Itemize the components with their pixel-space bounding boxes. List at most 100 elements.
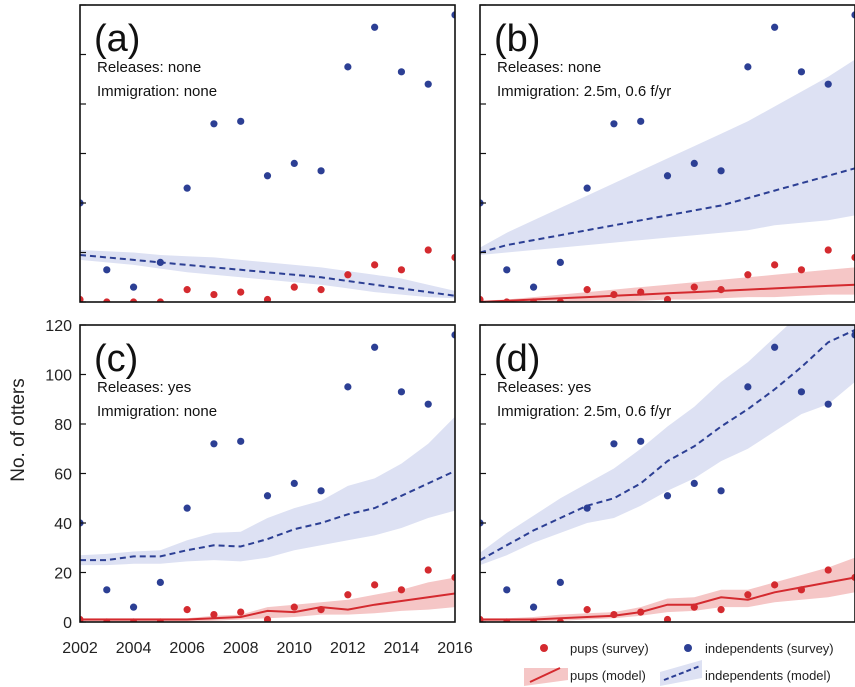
y-tick-label: 40 — [54, 516, 72, 533]
pups-survey-point — [690, 283, 698, 291]
pups-survey-point — [210, 610, 218, 619]
independents-survey-point — [317, 167, 325, 175]
y-tick-label: 100 — [45, 368, 72, 385]
independents-model-line — [80, 470, 455, 562]
pups-model-band — [80, 577, 455, 622]
legend-pups-survey-marker — [540, 644, 548, 652]
legend-independents-model-line — [663, 665, 701, 681]
independents-survey-point — [317, 487, 325, 495]
independents-survey-point — [129, 603, 138, 611]
independents-survey-point — [529, 283, 538, 291]
pups-model-line — [480, 576, 855, 621]
pups-model-band — [480, 557, 855, 622]
pups-survey-point — [344, 271, 352, 279]
independents-survey-point — [771, 23, 779, 31]
plot-area — [480, 325, 855, 622]
independents-survey-point — [824, 80, 832, 88]
pups-survey-point — [744, 271, 752, 279]
x-tick-label: 2006 — [169, 640, 205, 657]
pups-survey-point — [744, 591, 752, 599]
pups-survey-point — [397, 586, 406, 594]
y-tick-label: 120 — [45, 318, 72, 335]
pups-survey-point — [451, 253, 455, 262]
legend-pups-survey-label: pups (survey) — [570, 641, 649, 656]
independents-survey-point — [637, 437, 645, 445]
x-tick-label: 2012 — [330, 640, 366, 657]
plot-area — [80, 11, 455, 302]
pups-survey-point — [103, 298, 111, 302]
independents-survey-point — [637, 117, 645, 125]
legend-independents-survey-marker — [684, 644, 692, 652]
pups-model-line — [80, 592, 455, 621]
pups-survey-point — [663, 295, 672, 302]
pups-survey-point — [824, 566, 832, 574]
independents-model-band — [480, 59, 855, 255]
x-tick-label: 2004 — [116, 640, 152, 657]
independents-survey-point — [529, 603, 538, 611]
pups-survey-point — [797, 266, 806, 274]
pups-survey-point — [397, 266, 406, 274]
pups-survey-point — [851, 573, 855, 582]
independents-survey-point — [397, 388, 406, 396]
independents-survey-point — [129, 283, 138, 291]
independents-survey-point — [424, 400, 432, 408]
releases-text: Releases: none — [97, 59, 201, 76]
independents-survey-point — [771, 343, 779, 351]
pups-survey-point — [183, 286, 191, 294]
legend-independents-model-label: independents (model) — [705, 668, 831, 683]
panel-d: (d)Releases: yes Immigration: 2.5m, 0.6 f… — [479, 324, 855, 623]
independents-survey-point — [183, 504, 191, 512]
independents-survey-point — [103, 266, 111, 274]
pups-survey-point — [556, 298, 564, 302]
independents-survey-point — [663, 492, 672, 500]
panel-label: (d) — [494, 338, 540, 380]
independents-model-line — [80, 254, 455, 297]
independents-survey-point — [851, 11, 855, 19]
independents-survey-point — [237, 117, 245, 125]
independents-survey-point — [503, 586, 511, 594]
independents-survey-point — [263, 492, 272, 500]
independents-survey-point — [797, 68, 806, 76]
pups-survey-point — [156, 618, 164, 622]
pups-survey-point — [237, 288, 245, 296]
pups-survey-point — [771, 261, 779, 269]
independents-survey-point — [610, 440, 618, 448]
x-tick-label: 2002 — [62, 640, 98, 657]
legend-pups-model-label: pups (model) — [570, 668, 646, 683]
releases-text: Releases: none — [497, 59, 601, 76]
y-tick-label: 20 — [54, 566, 72, 583]
pups-survey-point — [583, 286, 591, 294]
pups-survey-point — [317, 286, 325, 294]
pups-survey-point — [263, 615, 272, 622]
x-tick-label: 2016 — [437, 640, 473, 657]
independents-survey-point — [451, 11, 455, 19]
pups-survey-point — [824, 246, 832, 254]
pups-survey-point — [529, 618, 538, 622]
pups-survey-point — [529, 298, 538, 302]
independents-survey-point — [556, 578, 564, 587]
x-tick-label: 2014 — [384, 640, 420, 657]
pups-survey-point — [290, 283, 298, 291]
pups-survey-point — [129, 298, 138, 302]
pups-survey-point — [480, 615, 484, 622]
independents-survey-point — [824, 400, 832, 408]
panel-a: (a)Releases: none Immigration: none — [79, 4, 456, 303]
independents-survey-point — [690, 479, 698, 487]
independents-survey-point — [371, 343, 379, 351]
immigration-text: Immigration: 2.5m, 0.6 f/yr — [497, 83, 671, 100]
independents-survey-point — [290, 479, 298, 487]
independents-survey-point — [503, 266, 511, 274]
pups-model-band — [480, 267, 855, 302]
pups-survey-point — [156, 298, 164, 302]
panel-label: (c) — [94, 338, 138, 380]
pups-survey-point — [771, 581, 779, 589]
pups-survey-point — [424, 246, 432, 254]
pups-survey-point — [637, 608, 645, 616]
pups-survey-point — [80, 295, 84, 302]
plot-area — [80, 331, 455, 622]
pups-survey-point — [717, 606, 725, 614]
panel-label: (b) — [494, 18, 540, 60]
pups-survey-point — [263, 295, 272, 302]
legend: pups (survey) independents (survey) pups (… — [524, 641, 834, 686]
